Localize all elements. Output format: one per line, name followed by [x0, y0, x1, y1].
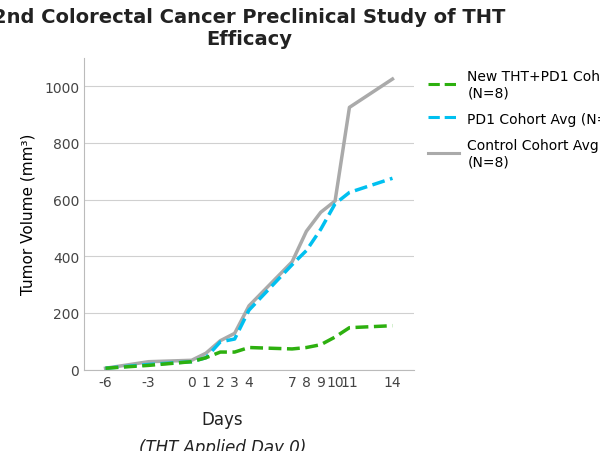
Y-axis label: Tumor Volume (mm³): Tumor Volume (mm³)	[20, 133, 35, 295]
Legend: New THT+PD1 Cohort
(N=8), PD1 Cohort Avg (N=8), Control Cohort Avg
(N=8): New THT+PD1 Cohort (N=8), PD1 Cohort Avg…	[424, 65, 600, 173]
Title: 2nd Colorectal Cancer Preclinical Study of THT
Efficacy: 2nd Colorectal Cancer Preclinical Study …	[0, 8, 505, 49]
Text: Days: Days	[202, 410, 244, 428]
Text: (THT Applied Day 0): (THT Applied Day 0)	[139, 438, 306, 451]
